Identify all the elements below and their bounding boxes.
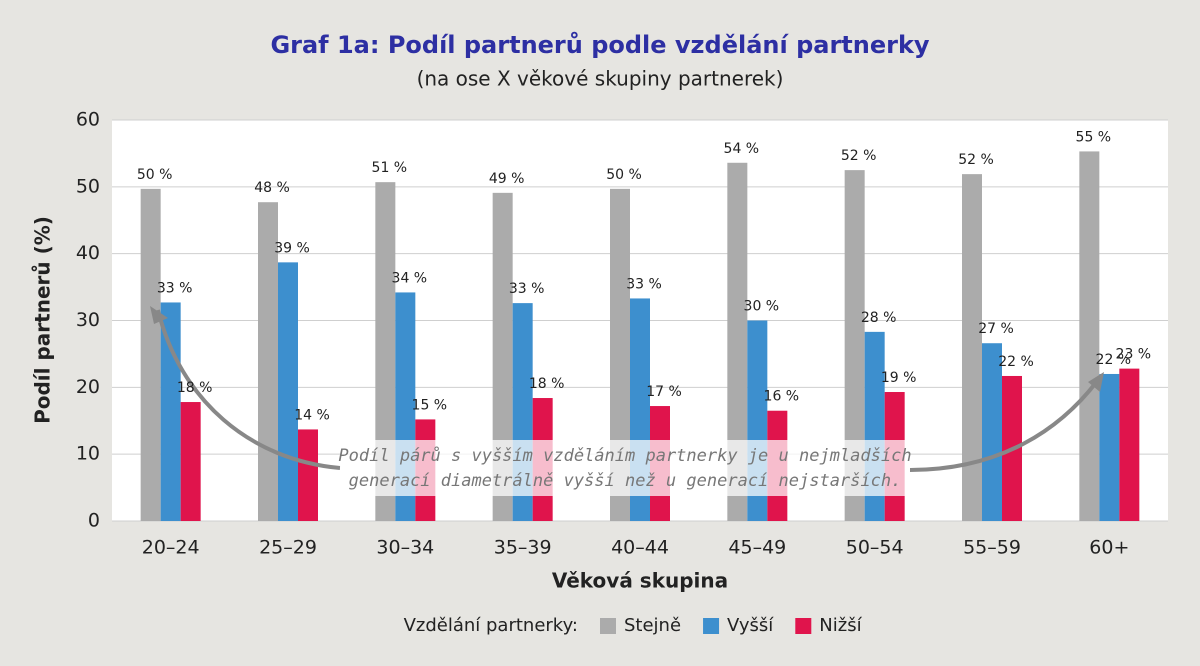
bar — [258, 202, 278, 521]
bar — [1099, 373, 1120, 521]
legend-title: Vzdělání partnerky: — [404, 615, 578, 636]
bar — [962, 174, 982, 521]
value-label: 17 % — [646, 384, 682, 400]
legend-label: Nižší — [819, 615, 862, 636]
y-tick-label: 60 — [76, 109, 100, 131]
y-tick-label: 0 — [88, 510, 100, 532]
y-tick-label: 30 — [76, 309, 100, 331]
value-label: 22 % — [998, 354, 1034, 370]
x-axis-label: Věková skupina — [552, 569, 728, 593]
value-label: 39 % — [274, 240, 310, 256]
arrowhead-right — [1088, 372, 1104, 392]
value-label: 15 % — [412, 397, 448, 413]
bar — [375, 182, 396, 521]
value-label: 52 % — [958, 152, 994, 168]
value-label: 50 % — [137, 167, 173, 183]
value-label: 22 % — [1096, 352, 1132, 368]
annotation-box — [340, 440, 910, 496]
bar — [180, 402, 201, 521]
value-label: 55 % — [1076, 129, 1112, 145]
x-tick-label: 30–34 — [376, 537, 434, 559]
x-tick-label: 60+ — [1089, 537, 1129, 559]
value-label: 33 % — [509, 281, 545, 297]
legend-swatch — [600, 618, 616, 634]
legend-swatch — [795, 618, 812, 634]
chart-subtitle: (na ose X věkové skupiny partnerek) — [417, 67, 784, 91]
x-tick-label: 50–54 — [846, 537, 904, 559]
value-label: 18 % — [177, 380, 213, 396]
value-label: 52 % — [841, 148, 877, 164]
value-label: 18 % — [529, 376, 565, 392]
x-tick-label: 35–39 — [494, 537, 552, 559]
bar — [298, 429, 318, 521]
arrowhead-left — [150, 306, 168, 324]
value-label: 51 % — [372, 160, 408, 176]
value-label: 23 % — [1116, 347, 1152, 363]
legend-label: Stejně — [624, 615, 681, 636]
legend: Vzdělání partnerky: Stejně Vyšší Nižší — [404, 615, 863, 636]
arrow-left — [156, 309, 341, 470]
value-label: 30 % — [744, 299, 780, 315]
arrow-right — [909, 378, 1100, 472]
value-label: 19 % — [881, 370, 917, 386]
value-label: 54 % — [724, 141, 760, 157]
x-tick-label: 20–24 — [142, 537, 200, 559]
value-label: 28 % — [861, 310, 897, 326]
value-label: 49 % — [489, 171, 525, 187]
value-label: 50 % — [606, 167, 642, 183]
chart-title: Graf 1a: Podíl partnerů podle vzdělání p… — [270, 31, 929, 59]
annotation-line: generací diametrálně vyšší než u generac… — [349, 471, 902, 491]
value-label: 16 % — [764, 389, 800, 405]
y-tick-label: 10 — [76, 443, 100, 465]
bar — [727, 162, 748, 522]
value-label: 14 % — [294, 407, 330, 423]
value-label: 33 % — [626, 276, 662, 292]
bar — [140, 188, 161, 522]
value-label: 34 % — [392, 270, 428, 286]
legend-label: Vyšší — [727, 615, 774, 636]
bar — [1119, 368, 1140, 521]
y-tick-label: 50 — [76, 175, 100, 197]
bar — [610, 188, 630, 522]
value-label: 27 % — [978, 321, 1014, 337]
legend-swatch — [703, 618, 720, 634]
bar — [492, 192, 513, 521]
annotation: Podíl párů s vyšším vzděláním partnerky … — [338, 446, 911, 491]
x-tick-label: 55–59 — [963, 537, 1021, 559]
y-tick-label: 40 — [76, 242, 100, 264]
annotation-line: Podíl párů s vyšším vzděláním partnerky … — [338, 446, 911, 466]
x-tick-label: 25–29 — [259, 537, 317, 559]
x-tick-label: 40–44 — [611, 537, 669, 559]
y-axis-label: Podíl partnerů (%) — [31, 216, 55, 424]
bar — [1079, 151, 1100, 521]
bar — [982, 343, 1002, 521]
y-tick-label: 20 — [76, 376, 100, 398]
value-label: 48 % — [254, 180, 290, 196]
x-tick-label: 45–49 — [728, 537, 786, 559]
value-label: 33 % — [157, 280, 193, 296]
bar — [844, 170, 865, 521]
bar — [278, 262, 298, 521]
